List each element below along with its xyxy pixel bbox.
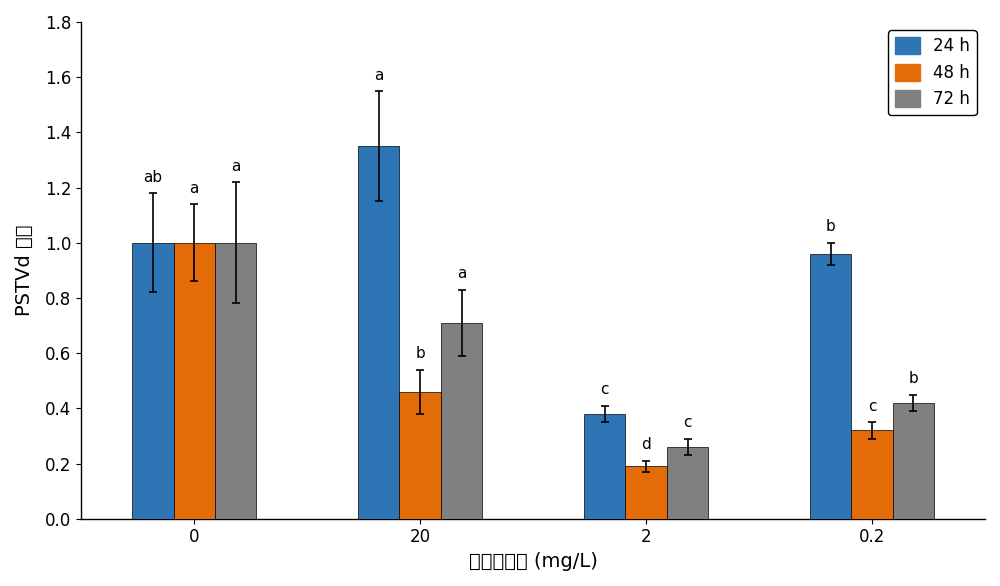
X-axis label: 刺囊酸浓度 (mg/L): 刺囊酸浓度 (mg/L) (469, 552, 598, 571)
Bar (584, 414, 625, 519)
Bar (893, 403, 934, 519)
Bar (358, 146, 399, 519)
Text: ab: ab (143, 170, 162, 185)
Bar (851, 430, 893, 519)
Bar (625, 466, 667, 519)
Text: a: a (374, 68, 383, 83)
Bar (441, 323, 482, 519)
Bar (215, 243, 256, 519)
Y-axis label: PSTVd 滴度: PSTVd 滴度 (15, 224, 34, 316)
Text: c: c (868, 399, 876, 414)
Text: b: b (909, 372, 918, 386)
Text: a: a (457, 267, 466, 281)
Bar (399, 392, 441, 519)
Bar (132, 243, 174, 519)
Text: d: d (641, 438, 651, 452)
Text: b: b (415, 346, 425, 362)
Text: b: b (826, 220, 835, 234)
Bar (174, 243, 215, 519)
Text: a: a (190, 181, 199, 196)
Text: c: c (683, 415, 692, 430)
Bar (810, 254, 851, 519)
Legend: 24 h, 48 h, 72 h: 24 h, 48 h, 72 h (888, 30, 977, 115)
Text: a: a (231, 159, 240, 174)
Bar (667, 447, 708, 519)
Text: c: c (600, 382, 609, 397)
